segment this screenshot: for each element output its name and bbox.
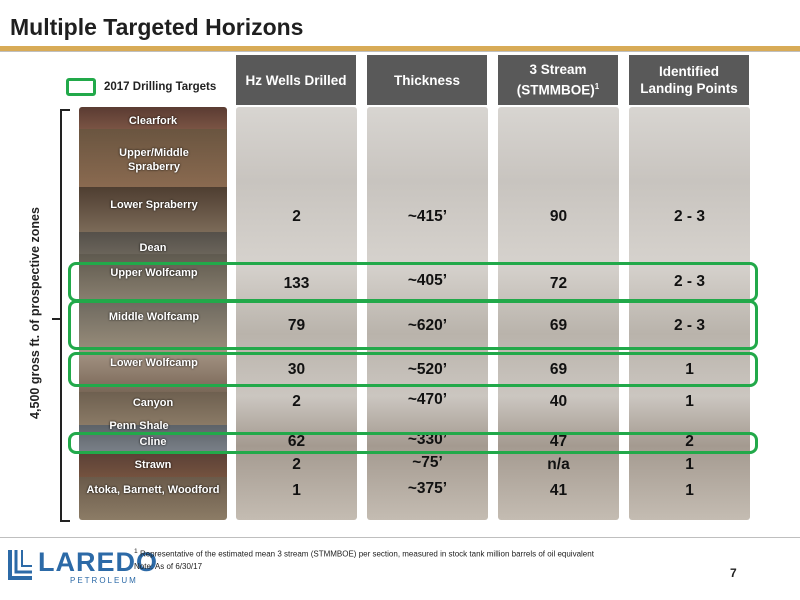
table-cell: 2 - 3 — [673, 317, 705, 334]
logo-mark-icon — [8, 548, 34, 582]
bracket — [60, 109, 62, 522]
header-3-stream: 3 Stream (STMMBOE)1 — [498, 55, 618, 105]
table-cell: 69 — [549, 317, 568, 334]
table-cell: 47 — [549, 433, 568, 450]
bracket-tick — [52, 318, 62, 320]
table-cell: 2 — [292, 208, 301, 225]
zone-label: Upper Wolfcamp — [110, 267, 198, 279]
title-rule — [0, 46, 800, 51]
footnote: 1 Representative of the estimated mean 3… — [134, 546, 594, 573]
highlight-upper-wolfcamp — [68, 262, 758, 302]
zone-label: Middle Wolfcamp — [108, 311, 200, 323]
zone-label: Upper/Middle Spraberry — [119, 147, 189, 173]
logo-sub: PETROLEUM — [70, 576, 138, 585]
header-thickness: Thickness — [367, 55, 487, 105]
table-cell: n/a — [547, 456, 570, 473]
zone-label: Clearfork — [128, 115, 178, 127]
header-thickness-label: Thickness — [393, 72, 461, 88]
bracket-bottom — [60, 520, 70, 522]
table-cell: ~330’ — [407, 431, 448, 448]
table-cell: 90 — [549, 208, 568, 225]
table-cell: ~470’ — [407, 391, 448, 408]
table-cell: 133 — [283, 275, 310, 292]
header-landing-line1: Identified — [659, 64, 719, 79]
table-cell: 79 — [287, 317, 306, 334]
table-cell: 40 — [549, 393, 568, 410]
footer-rule — [0, 537, 800, 538]
footnote-text: Representative of the estimated mean 3 s… — [139, 549, 594, 559]
highlight-lower-wolfcamp — [68, 352, 758, 387]
header-hz-wells: Hz Wells Drilled — [236, 55, 356, 105]
table-cell: ~75’ — [412, 454, 443, 471]
table-cell: 2 - 3 — [673, 208, 705, 225]
page-number: 7 — [730, 566, 737, 580]
header-hz-wells-label: Hz Wells Drilled — [245, 72, 347, 88]
footnote-marker: 1 — [134, 548, 138, 555]
zone-label: Lower Spraberry — [110, 199, 198, 211]
table-cell: ~405’ — [407, 272, 448, 289]
zone-label: Canyon — [132, 397, 174, 409]
zone-label: Lower Wolfcamp — [110, 357, 198, 369]
header-3-stream-line1: 3 Stream — [529, 62, 587, 78]
table-cell: ~375’ — [407, 480, 448, 497]
header-3-stream-sup: 1 — [594, 82, 600, 92]
legend: 2017 Drilling Targets — [66, 78, 216, 96]
header-landing-points: Identified Landing Points — [629, 55, 749, 105]
footnote-note: Note: As of 6/30/17 — [134, 561, 203, 571]
table-cell: 1 — [685, 361, 694, 378]
table-cell: 2 — [685, 433, 694, 450]
table-cell: ~520’ — [407, 361, 448, 378]
table-cell: 72 — [549, 275, 568, 292]
table-cell: 62 — [287, 433, 306, 450]
zone-label: Atoka, Barnett, Woodford — [86, 484, 220, 496]
header-landing-line2: Landing Points — [640, 81, 738, 96]
table-cell: 1 — [685, 393, 694, 410]
table-cell: 69 — [549, 361, 568, 378]
legend-swatch — [66, 78, 96, 96]
company-logo: LAREDO PETROLEUM — [8, 548, 158, 585]
header-3-stream-line2: (STMMBOE) — [516, 82, 595, 98]
table-cell: 30 — [287, 361, 306, 378]
zone-label: Dean — [139, 242, 167, 254]
table-cell: ~415’ — [407, 208, 448, 225]
highlight-middle-wolfcamp — [68, 300, 758, 350]
table-cell: 1 — [292, 482, 301, 499]
zone-label: Penn Shale — [109, 420, 169, 432]
page-title: Multiple Targeted Horizons — [10, 14, 304, 40]
highlight-cline — [68, 432, 758, 454]
side-label: 4,500 gross ft. of prospective zones — [28, 207, 42, 419]
bracket-top — [60, 109, 70, 111]
table-cell: 2 - 3 — [673, 273, 705, 290]
table-cell: 1 — [685, 456, 694, 473]
logo-name: LAREDO — [38, 547, 158, 577]
table-cell: 41 — [549, 482, 568, 499]
table-cell: 2 — [292, 456, 301, 473]
zone-label: Strawn — [134, 459, 172, 471]
table-cell: ~620’ — [407, 317, 448, 334]
table-cell: 1 — [685, 482, 694, 499]
legend-label: 2017 Drilling Targets — [104, 81, 217, 93]
table-cell: 2 — [292, 393, 301, 410]
title-rule-thin — [0, 51, 800, 52]
zone-label: Cline — [139, 436, 167, 448]
